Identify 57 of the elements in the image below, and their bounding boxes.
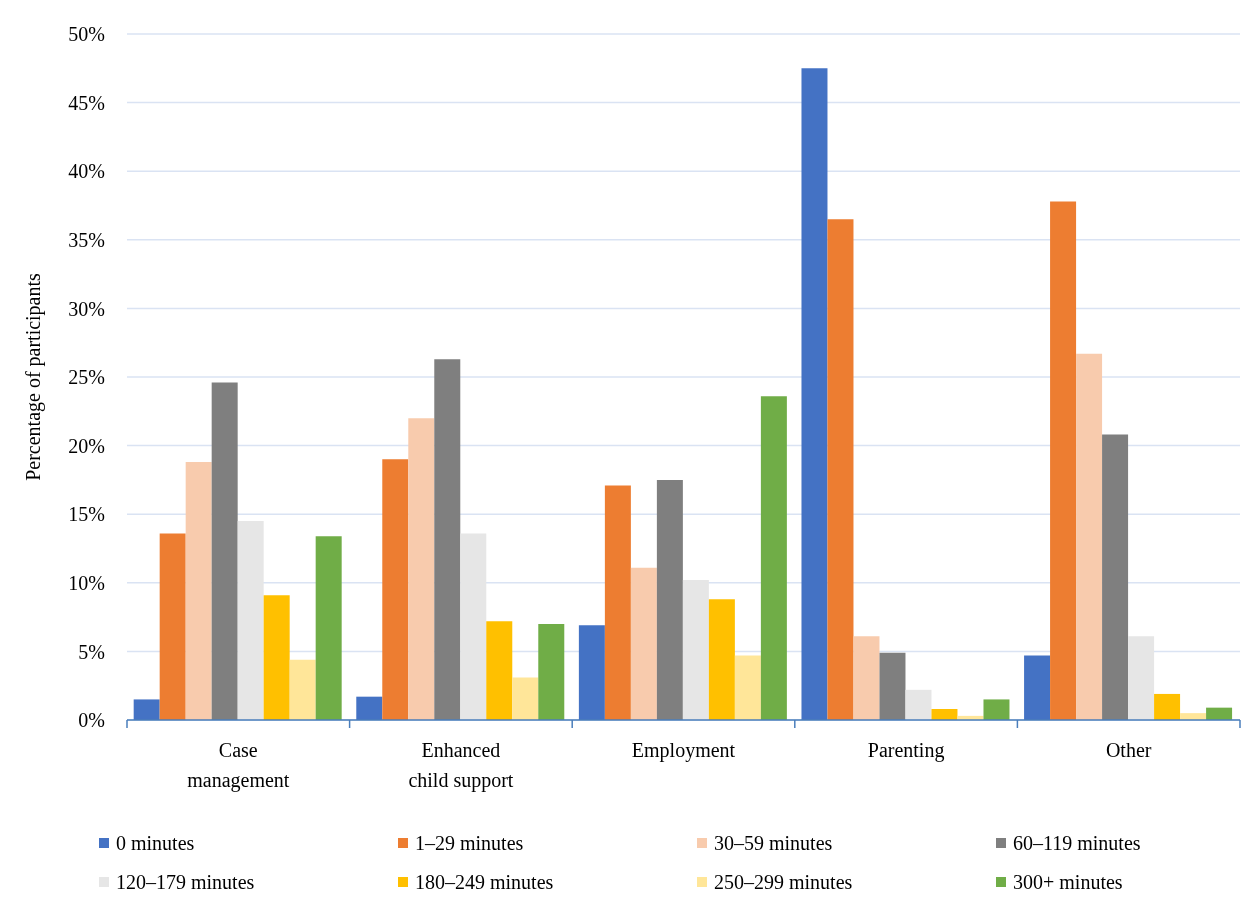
bar — [460, 533, 487, 720]
y-tick-label: 45% — [68, 91, 105, 114]
y-axis-title: Percentage of participants — [22, 272, 45, 481]
bar — [853, 636, 880, 720]
bar — [604, 485, 631, 720]
legend-label: 300+ minutes — [1013, 870, 1123, 894]
bar — [630, 567, 657, 720]
bar — [1128, 636, 1155, 720]
bar — [159, 533, 186, 720]
bar — [263, 595, 290, 720]
y-tick-label: 25% — [68, 366, 105, 389]
y-tick-label: 35% — [68, 228, 105, 251]
bar — [879, 652, 906, 720]
bar — [983, 699, 1010, 720]
bar — [682, 580, 709, 720]
legend-label: 0 minutes — [116, 831, 195, 855]
bar — [656, 479, 683, 720]
x-tick-label: Case management — [187, 739, 290, 792]
x-tick-label: Employment — [631, 739, 736, 762]
legend-label: 60–119 minutes — [1013, 831, 1141, 855]
legend-label: 250–299 minutes — [714, 870, 853, 894]
bar — [434, 359, 461, 720]
legend-label: 1–29 minutes — [415, 831, 524, 855]
legend-label: 120–179 minutes — [116, 870, 255, 894]
bar — [211, 382, 238, 720]
y-tick-label: 30% — [68, 297, 105, 320]
bar — [289, 659, 316, 720]
bar — [486, 621, 513, 720]
y-tick-label: 5% — [78, 640, 105, 663]
bar — [1154, 693, 1181, 720]
bar — [1050, 201, 1077, 720]
bar — [760, 396, 787, 720]
bar — [382, 459, 409, 720]
bar — [827, 219, 854, 720]
bar — [237, 521, 264, 720]
bar — [408, 418, 435, 720]
bar — [708, 599, 735, 720]
legend-label: 180–249 minutes — [415, 870, 554, 894]
bar — [512, 677, 539, 720]
bar — [538, 623, 565, 720]
y-tick-label: 15% — [68, 503, 105, 526]
bar — [1102, 434, 1129, 720]
y-tick-label: 0% — [78, 709, 105, 732]
y-tick-label: 20% — [68, 434, 105, 457]
bar — [315, 536, 342, 720]
legend-label: 30–59 minutes — [714, 831, 833, 855]
bar — [931, 709, 958, 720]
y-tick-label: 50% — [68, 23, 105, 46]
x-tick-label: Other — [1105, 739, 1152, 761]
bar — [185, 462, 212, 720]
y-tick-label: 40% — [68, 160, 105, 183]
x-tick-label: Parenting — [867, 739, 945, 762]
y-tick-label: 10% — [68, 571, 105, 594]
bar — [734, 655, 761, 720]
bar — [1076, 353, 1103, 720]
bar — [905, 689, 932, 720]
x-tick-label: Enhanced child support — [408, 739, 514, 792]
